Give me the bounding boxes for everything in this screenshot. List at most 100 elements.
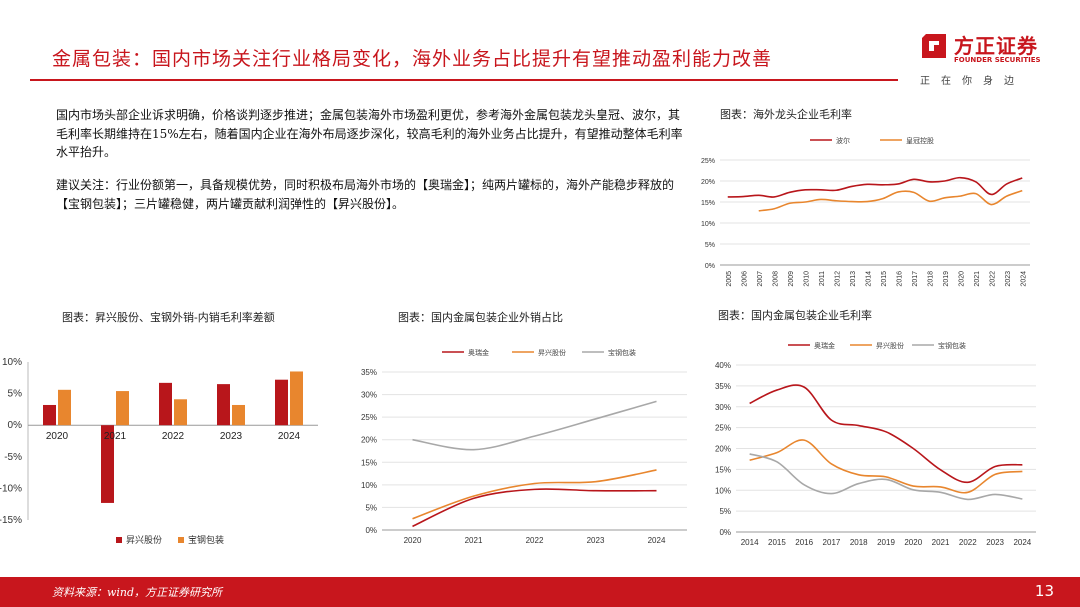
x-tick-label: 2013 xyxy=(850,271,857,287)
x-tick-label: 2012 xyxy=(834,271,841,287)
x-tick-label: 2006 xyxy=(741,271,748,287)
logo-name-cn: 方正证券 xyxy=(954,34,1038,58)
x-tick-label: 2018 xyxy=(850,538,868,547)
y-tick-label: 10% xyxy=(715,486,731,495)
legend-label: 皇冠控股 xyxy=(906,136,934,145)
source-note: 资料来源：wind，方正证券研究所 xyxy=(52,586,223,599)
y-tick-label: 15% xyxy=(715,465,731,474)
chart-caption-export: 图表：国内金属包装企业外销占比 xyxy=(398,311,563,324)
y-tick-label: 20% xyxy=(715,445,731,454)
bar-0 xyxy=(275,379,288,426)
x-tick-label: 2022 xyxy=(162,431,185,442)
y-tick-label: 0% xyxy=(8,420,23,431)
y-tick-label: 40% xyxy=(715,361,731,370)
page-title: 金属包装：国内市场关注行业格局变化，海外业务占比提升有望推动盈利能力改善 xyxy=(52,48,773,70)
bar-0 xyxy=(101,425,114,503)
x-tick-label: 2005 xyxy=(726,271,733,287)
x-tick-label: 2023 xyxy=(220,431,243,442)
x-tick-label: 2016 xyxy=(896,271,903,287)
y-tick-label: 35% xyxy=(361,368,377,377)
chart-caption-gap: 图表：昇兴股份、宝钢外销-内销毛利率差额 xyxy=(62,311,275,324)
company-logo: 方正证券 FOUNDER SECURITIES 正在你身边 xyxy=(918,30,1058,90)
x-tick-label: 2023 xyxy=(587,536,605,545)
x-tick-label: 2007 xyxy=(757,271,764,287)
y-tick-label: 10% xyxy=(701,221,715,228)
y-tick-label: -5% xyxy=(4,452,22,463)
legend-label: 昇兴股份 xyxy=(126,534,162,545)
x-tick-label: 2017 xyxy=(912,271,919,287)
series-line-0 xyxy=(412,488,657,528)
y-tick-label: 25% xyxy=(701,158,715,165)
x-tick-label: 2020 xyxy=(958,271,965,287)
x-tick-label: 2014 xyxy=(741,538,759,547)
analysis-paragraph: 国内市场头部企业诉求明确，价格谈判逐步推进；金属包装海外市场盈利更优，参考海外金… xyxy=(56,108,683,159)
bar-0 xyxy=(43,404,56,426)
series-line-1 xyxy=(749,439,1023,494)
legend-label: 宝钢包装 xyxy=(188,534,224,545)
y-tick-label: 30% xyxy=(715,403,731,412)
x-tick-label: 2021 xyxy=(932,538,950,547)
bar-0 xyxy=(217,384,230,426)
series-line-1 xyxy=(758,189,1023,212)
x-tick-label: 2011 xyxy=(819,271,826,286)
y-tick-label: 25% xyxy=(715,424,731,433)
y-tick-label: -10% xyxy=(0,483,22,494)
series-line-0 xyxy=(749,384,1023,484)
y-tick-label: 15% xyxy=(701,200,715,207)
x-tick-label: 2022 xyxy=(959,538,977,547)
y-tick-label: 35% xyxy=(715,382,731,391)
x-tick-label: 2023 xyxy=(1005,271,1012,287)
founder-logo-icon xyxy=(922,34,946,58)
legend-swatch xyxy=(178,537,184,543)
chart-caption-overseas: 图表：海外龙头企业毛利率 xyxy=(720,108,852,121)
legend-swatch xyxy=(116,537,122,543)
y-tick-label: 20% xyxy=(361,436,377,445)
x-tick-label: 2016 xyxy=(795,538,813,547)
x-tick-label: 2021 xyxy=(974,271,981,287)
margin-gap-chart: -15% -10% -5% 0% 5% 10% 2020 2021 2022 2023 2024 昇兴… xyxy=(0,357,318,545)
x-tick-label: 2020 xyxy=(904,538,922,547)
y-tick-label: 10% xyxy=(361,481,377,490)
title-divider xyxy=(30,79,898,81)
legend-label: 波尔 xyxy=(836,136,850,145)
x-tick-label: 2010 xyxy=(803,271,810,287)
series-line-2 xyxy=(749,453,1023,501)
y-tick-label: -15% xyxy=(0,515,22,526)
series-line-2 xyxy=(412,400,657,451)
bar-1 xyxy=(232,404,245,426)
x-tick-label: 2019 xyxy=(943,271,950,287)
legend-label: 宝钢包装 xyxy=(608,348,636,357)
bar-1 xyxy=(174,399,187,426)
x-tick-label: 2009 xyxy=(788,271,795,287)
y-tick-label: 30% xyxy=(361,391,377,400)
legend-label: 奥瑞金 xyxy=(468,348,489,357)
x-tick-label: 2023 xyxy=(986,538,1004,547)
x-tick-label: 2017 xyxy=(823,538,841,547)
legend-label: 昇兴股份 xyxy=(538,348,566,357)
bar-1 xyxy=(116,391,129,426)
x-tick-label: 2021 xyxy=(104,431,127,442)
legend-label: 昇兴股份 xyxy=(876,341,904,350)
overseas-margin-chart: 0% 5% 10% 15% 20% 25% 2005 2006 2007 2008 2009 2010… xyxy=(701,136,1030,287)
x-tick-label: 2014 xyxy=(865,271,872,287)
y-tick-label: 5% xyxy=(365,503,377,512)
bar-0 xyxy=(159,382,172,426)
y-tick-label: 5% xyxy=(719,507,731,516)
y-tick-label: 0% xyxy=(365,526,377,535)
x-tick-label: 2021 xyxy=(465,536,483,545)
domestic-margin-chart: 0% 5% 10% 15% 20% 25% 30% 35% 40% 2014 2015 2016 201… xyxy=(715,341,1036,547)
bar-1 xyxy=(58,389,71,426)
logo-name-en: FOUNDER SECURITIES xyxy=(954,56,1041,64)
x-tick-label: 2015 xyxy=(881,271,888,287)
recommendation-paragraph: 建议关注：行业份额第一，具备规模优势，同时积极布局海外市场的【奥瑞金】；纯两片罐… xyxy=(56,178,675,211)
series-line-0 xyxy=(727,176,1023,198)
x-tick-label: 2022 xyxy=(526,536,544,545)
x-tick-label: 2022 xyxy=(989,271,996,287)
x-tick-label: 2008 xyxy=(772,271,779,287)
y-tick-label: 20% xyxy=(701,179,715,186)
x-tick-label: 2024 xyxy=(648,536,666,545)
x-tick-label: 2024 xyxy=(278,431,301,442)
export-share-chart: 0% 5% 10% 15% 20% 25% 30% 35% 2020 2021 2022 2023 20… xyxy=(361,348,687,545)
x-tick-label: 2024 xyxy=(1013,538,1031,547)
footer-bar: 资料来源：wind，方正证券研究所 13 xyxy=(0,577,1080,607)
